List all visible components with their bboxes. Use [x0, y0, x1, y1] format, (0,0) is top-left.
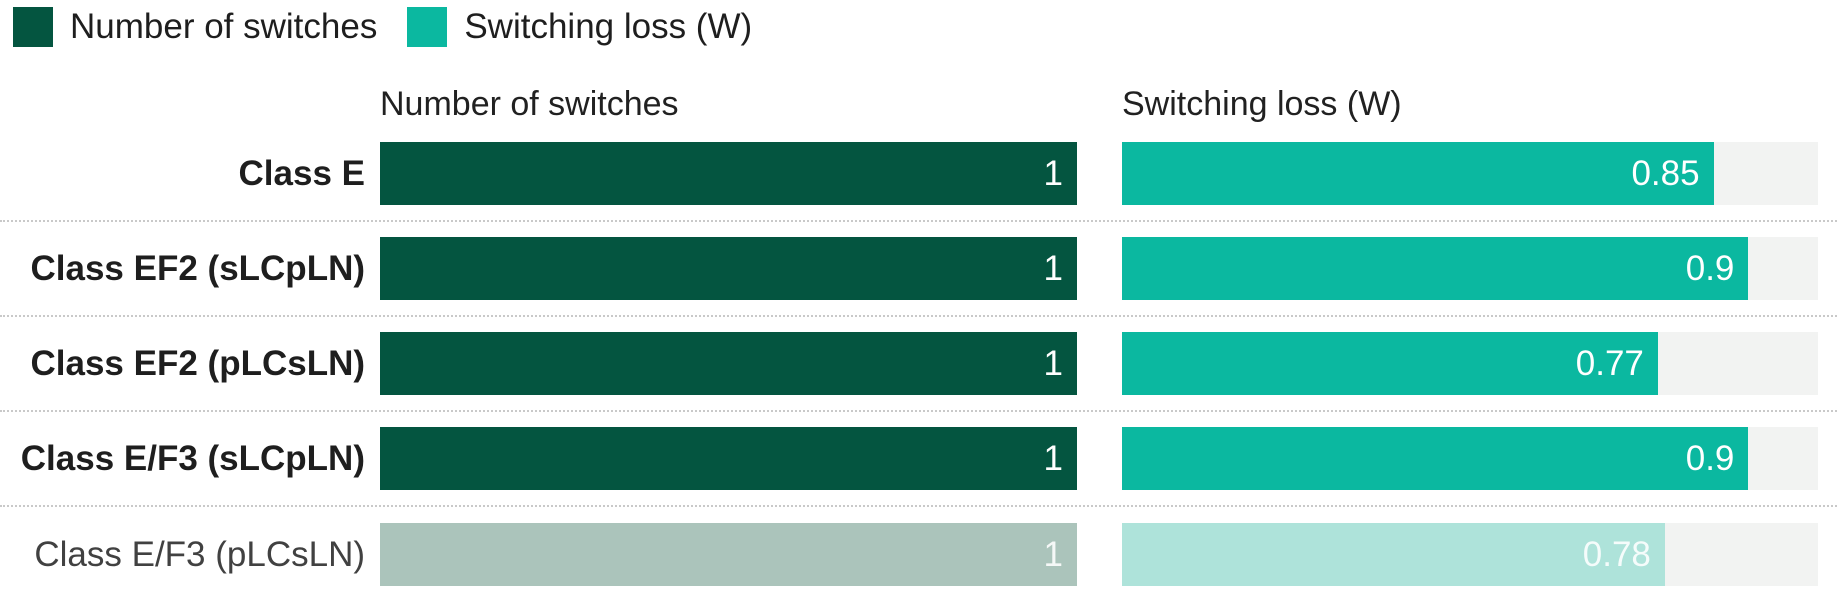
legend-item-switching-loss[interactable]: Switching loss (W) — [407, 7, 752, 47]
legend-item-number-of-switches[interactable]: Number of switches — [13, 7, 377, 47]
bar-fill-col2: 0.77 — [1122, 332, 1658, 395]
bar-value: 0.78 — [1582, 534, 1651, 574]
legend-swatch-dark-green — [13, 7, 53, 47]
bar-track-number-of-switches: 1 — [380, 523, 1077, 586]
bar-value: 1 — [1043, 153, 1063, 193]
bar-fill-col2: 0.9 — [1122, 427, 1749, 490]
bar-value: 0.85 — [1631, 153, 1700, 193]
bar-value: 1 — [1043, 438, 1063, 478]
bar-fill-col2: 0.78 — [1122, 523, 1665, 586]
chart-row[interactable]: Class EF2 (pLCsLN) 1 0.77 — [0, 317, 1837, 412]
row-label: Class EF2 (sLCpLN) — [30, 248, 366, 288]
label-column-spacer — [0, 84, 380, 124]
bar-track-switching-loss: 0.85 — [1122, 142, 1818, 205]
legend-label: Switching loss (W) — [464, 7, 753, 46]
chart-row[interactable]: Class EF2 (sLCpLN) 1 0.9 — [0, 222, 1837, 317]
column-headers: Number of switches Switching loss (W) — [0, 84, 1837, 124]
bar-fill-col1: 1 — [380, 332, 1077, 395]
bar-fill-col1: 1 — [380, 237, 1077, 300]
bar-track-number-of-switches: 1 — [380, 427, 1077, 490]
bar-track-number-of-switches: 1 — [380, 237, 1077, 300]
bar-value: 1 — [1043, 343, 1063, 383]
chart-row[interactable]: Class E 1 0.85 — [0, 127, 1837, 222]
bar-track-switching-loss: 0.9 — [1122, 237, 1818, 300]
column-gap — [1077, 84, 1122, 124]
bar-track-number-of-switches: 1 — [380, 142, 1077, 205]
bar-track-switching-loss: 0.9 — [1122, 427, 1818, 490]
bar-value: 0.77 — [1575, 343, 1644, 383]
bar-fill-col1: 1 — [380, 523, 1077, 586]
bar-value: 0.9 — [1685, 438, 1735, 478]
bar-track-switching-loss: 0.77 — [1122, 332, 1818, 395]
bar-fill-col1: 1 — [380, 427, 1077, 490]
row-label: Class EF2 (pLCsLN) — [30, 343, 366, 383]
bar-fill-col2: 0.85 — [1122, 142, 1714, 205]
bar-track-switching-loss: 0.78 — [1122, 523, 1818, 586]
legend-swatch-teal — [407, 7, 448, 47]
row-label: Class E — [238, 153, 365, 193]
row-label: Class E/F3 (sLCpLN) — [20, 438, 365, 478]
row-label: Class E/F3 (pLCsLN) — [34, 534, 365, 574]
legend: Number of switches Switching loss (W) — [0, 0, 1837, 47]
bar-value: 1 — [1043, 534, 1063, 574]
column-header-switching-loss: Switching loss (W) — [1122, 85, 1402, 123]
bar-value: 1 — [1043, 248, 1063, 288]
chart-row[interactable]: Class E/F3 (sLCpLN) 1 0.9 — [0, 412, 1837, 507]
column-header-number-of-switches: Number of switches — [380, 85, 679, 123]
bar-fill-col1: 1 — [380, 142, 1077, 205]
chart-row[interactable]: Class E/F3 (pLCsLN) 1 0.78 — [0, 507, 1837, 592]
bar-track-number-of-switches: 1 — [380, 332, 1077, 395]
bar-value: 0.9 — [1685, 248, 1735, 288]
legend-label: Number of switches — [70, 7, 378, 46]
chart-rows: Class E 1 0.85 Class EF2 (sLCpLN) 1 0.9 … — [0, 127, 1837, 592]
bar-fill-col2: 0.9 — [1122, 237, 1749, 300]
